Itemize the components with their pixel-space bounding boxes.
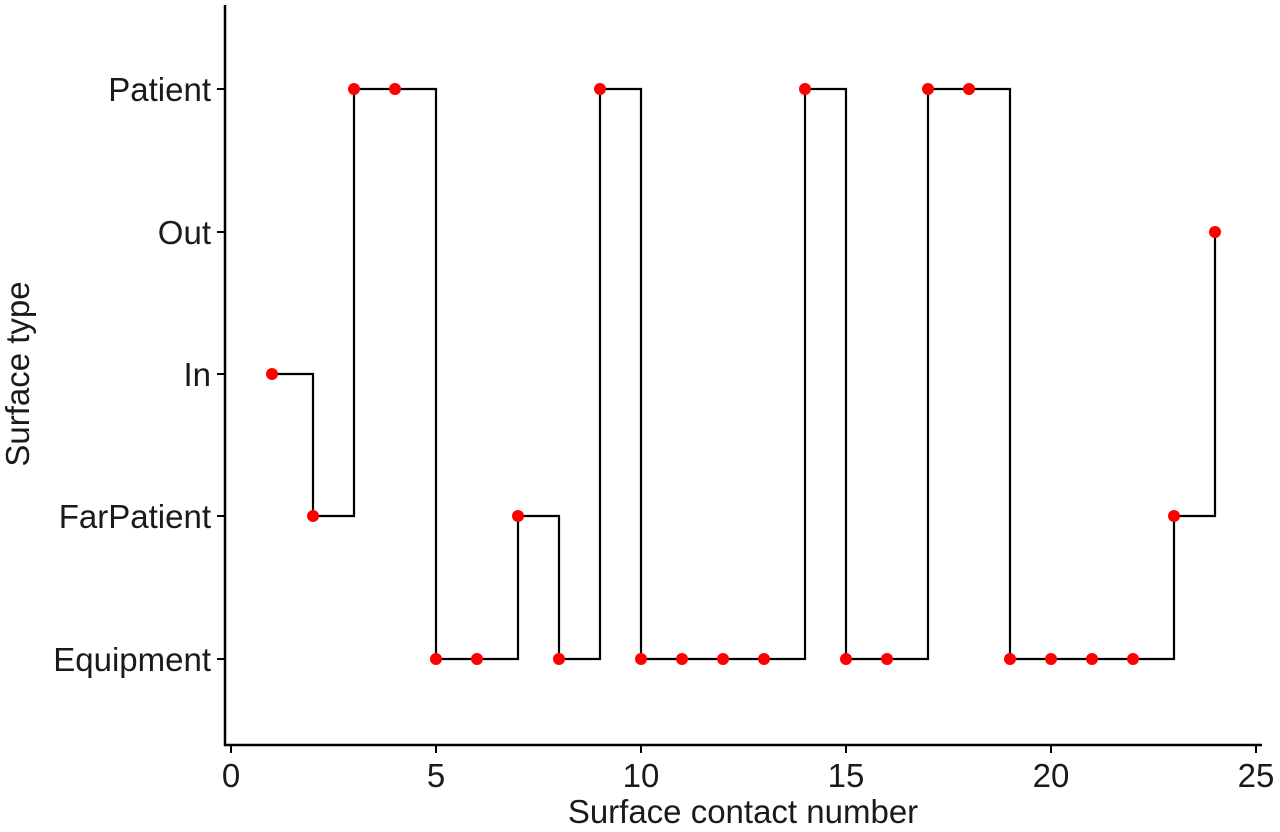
data-point — [799, 83, 811, 95]
data-point — [922, 83, 934, 95]
y-tick-label-in: In — [183, 356, 211, 393]
y-tick-label-farpatient: FarPatient — [59, 498, 211, 535]
y-tick-label-out: Out — [158, 214, 211, 251]
y-tick-label-patient: Patient — [108, 71, 211, 108]
data-point — [1168, 510, 1180, 522]
x-axis-title: Surface contact number — [568, 793, 918, 830]
x-tick-label: 25 — [1238, 757, 1275, 794]
data-point — [430, 653, 442, 665]
x-ticks: 0 5 10 15 20 25 — [222, 745, 1275, 794]
data-point — [717, 653, 729, 665]
data-point — [1045, 653, 1057, 665]
y-tick-label-equipment: Equipment — [53, 641, 211, 678]
data-point — [963, 83, 975, 95]
data-point — [471, 653, 483, 665]
data-point — [1127, 653, 1139, 665]
plot-points — [266, 83, 1221, 665]
data-point — [1086, 653, 1098, 665]
x-tick-label: 0 — [222, 757, 240, 794]
x-tick-label: 5 — [427, 757, 445, 794]
data-point — [840, 653, 852, 665]
data-point — [635, 653, 647, 665]
y-ticks: Equipment FarPatient In Out Patient — [53, 71, 225, 678]
data-point — [307, 510, 319, 522]
data-point — [594, 83, 606, 95]
data-point — [389, 83, 401, 95]
data-point — [553, 653, 565, 665]
x-tick-label: 15 — [828, 757, 865, 794]
step-line — [272, 87, 1217, 661]
data-point — [1209, 226, 1221, 238]
x-tick-label: 20 — [1033, 757, 1070, 794]
plot-lines — [272, 87, 1217, 661]
data-point — [348, 83, 360, 95]
axes — [223, 5, 1262, 747]
data-point — [676, 653, 688, 665]
data-point — [266, 368, 278, 380]
data-point — [758, 653, 770, 665]
y-axis-title: Surface type — [0, 281, 36, 466]
data-point — [512, 510, 524, 522]
data-point — [881, 653, 893, 665]
data-point — [1004, 653, 1016, 665]
x-tick-label: 10 — [623, 757, 660, 794]
